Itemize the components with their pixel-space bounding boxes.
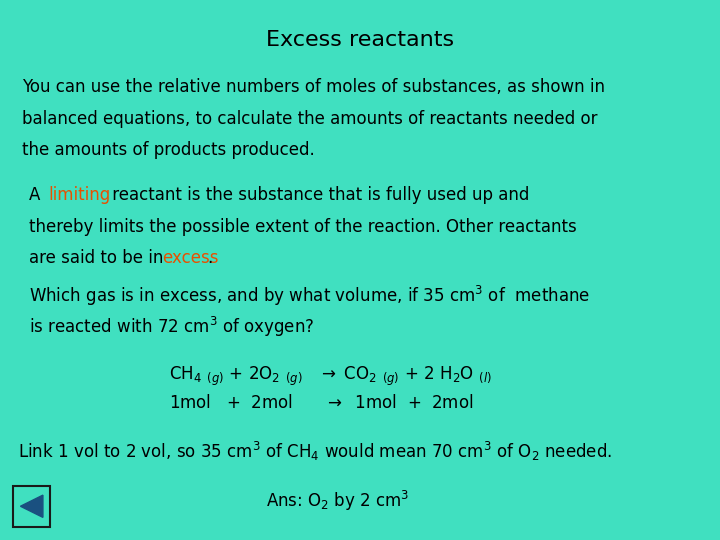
Text: balanced equations, to calculate the amounts of reactants needed or: balanced equations, to calculate the amo… [22,110,597,127]
Text: Ans: O$_2$ by 2 cm$^3$: Ans: O$_2$ by 2 cm$^3$ [266,489,410,513]
FancyBboxPatch shape [13,486,50,526]
Text: Excess reactants: Excess reactants [266,30,454,50]
Text: is reacted with 72 cm$^3$ of oxygen?: is reacted with 72 cm$^3$ of oxygen? [29,315,314,339]
Text: You can use the relative numbers of moles of substances, as shown in: You can use the relative numbers of mole… [22,78,605,96]
Text: Link 1 vol to 2 vol, so 35 cm$^3$ of CH$_4$ would mean 70 cm$^3$ of O$_2$ needed: Link 1 vol to 2 vol, so 35 cm$^3$ of CH$… [18,440,612,463]
Text: 1mol   +  2mol      $\rightarrow$  1mol  +  2mol: 1mol + 2mol $\rightarrow$ 1mol + 2mol [169,394,474,412]
Text: the amounts of products produced.: the amounts of products produced. [22,141,315,159]
Text: A: A [29,186,45,204]
Text: .: . [207,249,212,267]
Text: reactant is the substance that is fully used up and: reactant is the substance that is fully … [107,186,530,204]
Polygon shape [20,495,43,517]
Text: limiting: limiting [48,186,110,204]
Text: Which gas is in excess, and by what volume, if 35 cm$^3$ of  methane: Which gas is in excess, and by what volu… [29,284,590,308]
Text: are said to be in: are said to be in [29,249,168,267]
Text: excess: excess [162,249,218,267]
Text: thereby limits the possible extent of the reaction. Other reactants: thereby limits the possible extent of th… [29,218,577,235]
Text: CH$_4$ $_{(g)}$ + 2O$_2$ $_{(g)}$   $\rightarrow$ CO$_2$ $_{(g)}$ + 2 H$_2$O $_{: CH$_4$ $_{(g)}$ + 2O$_2$ $_{(g)}$ $\righ… [169,364,492,388]
